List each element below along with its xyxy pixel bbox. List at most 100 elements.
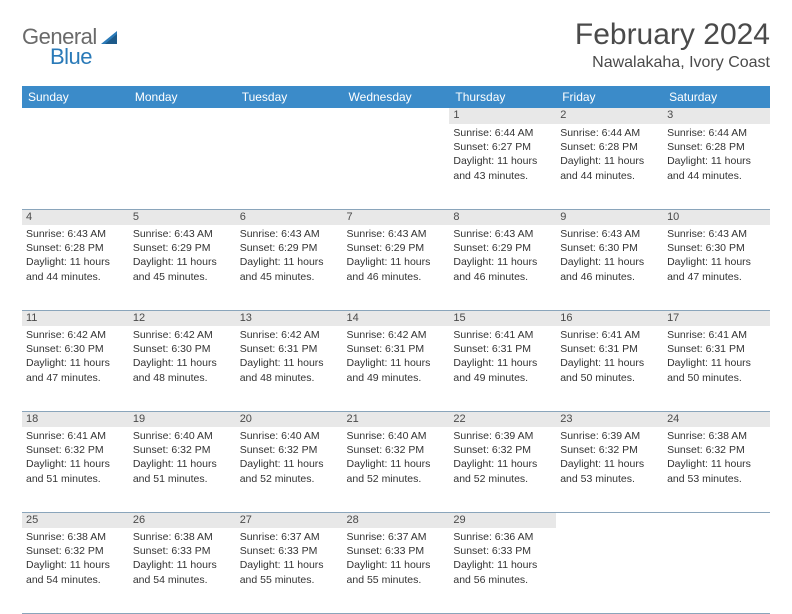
day-sr-text: Sunrise: 6:39 AM <box>453 429 552 443</box>
day-d2-text: and 44 minutes. <box>26 270 125 284</box>
day-info-row: Sunrise: 6:42 AMSunset: 6:30 PMDaylight:… <box>22 326 770 411</box>
day-d2-text: and 55 minutes. <box>347 573 446 587</box>
day-d1-text: Daylight: 11 hours <box>133 558 232 572</box>
day-number-cell <box>343 108 450 124</box>
day-sr-text: Sunrise: 6:43 AM <box>133 227 232 241</box>
day-info-cell: Sunrise: 6:43 AMSunset: 6:29 PMDaylight:… <box>449 225 556 310</box>
day-sr-text: Sunrise: 6:38 AM <box>133 530 232 544</box>
day-sr-text: Sunrise: 6:42 AM <box>347 328 446 342</box>
day-ss-text: Sunset: 6:29 PM <box>347 241 446 255</box>
day-number-cell: 23 <box>556 411 663 427</box>
day-d1-text: Daylight: 11 hours <box>26 558 125 572</box>
day-d1-text: Daylight: 11 hours <box>560 154 659 168</box>
day-number-cell: 9 <box>556 209 663 225</box>
day-d2-text: and 49 minutes. <box>347 371 446 385</box>
day-number-cell: 10 <box>663 209 770 225</box>
day-number-cell <box>129 108 236 124</box>
day-d1-text: Daylight: 11 hours <box>240 558 339 572</box>
day-info-row: Sunrise: 6:43 AMSunset: 6:28 PMDaylight:… <box>22 225 770 310</box>
weekday-header: Thursday <box>449 86 556 108</box>
day-info-cell <box>663 528 770 613</box>
day-d1-text: Daylight: 11 hours <box>347 255 446 269</box>
day-ss-text: Sunset: 6:27 PM <box>453 140 552 154</box>
day-ss-text: Sunset: 6:30 PM <box>560 241 659 255</box>
day-ss-text: Sunset: 6:29 PM <box>453 241 552 255</box>
day-sr-text: Sunrise: 6:40 AM <box>240 429 339 443</box>
day-sr-text: Sunrise: 6:43 AM <box>240 227 339 241</box>
day-number-cell: 11 <box>22 310 129 326</box>
day-number-cell: 12 <box>129 310 236 326</box>
logo-triangle-icon <box>101 28 121 49</box>
page-header: General February 2024 Nawalakaha, Ivory … <box>22 18 770 72</box>
month-title: February 2024 <box>575 18 770 52</box>
day-sr-text: Sunrise: 6:44 AM <box>667 126 766 140</box>
day-d1-text: Daylight: 11 hours <box>453 558 552 572</box>
day-info-cell: Sunrise: 6:38 AMSunset: 6:32 PMDaylight:… <box>663 427 770 512</box>
day-number-cell: 6 <box>236 209 343 225</box>
day-number-row: 45678910 <box>22 209 770 225</box>
day-number-cell: 18 <box>22 411 129 427</box>
day-info-cell: Sunrise: 6:43 AMSunset: 6:28 PMDaylight:… <box>22 225 129 310</box>
logo-text-blue: Blue <box>50 44 92 69</box>
title-block: February 2024 Nawalakaha, Ivory Coast <box>575 18 770 72</box>
weekday-header: Monday <box>129 86 236 108</box>
day-info-cell: Sunrise: 6:44 AMSunset: 6:28 PMDaylight:… <box>556 124 663 209</box>
day-d1-text: Daylight: 11 hours <box>560 255 659 269</box>
day-sr-text: Sunrise: 6:41 AM <box>26 429 125 443</box>
day-d1-text: Daylight: 11 hours <box>240 457 339 471</box>
day-info-cell: Sunrise: 6:43 AMSunset: 6:29 PMDaylight:… <box>129 225 236 310</box>
day-info-cell: Sunrise: 6:38 AMSunset: 6:32 PMDaylight:… <box>22 528 129 613</box>
day-d1-text: Daylight: 11 hours <box>347 457 446 471</box>
day-number-cell: 20 <box>236 411 343 427</box>
day-ss-text: Sunset: 6:31 PM <box>560 342 659 356</box>
day-info-cell <box>556 528 663 613</box>
day-info-cell <box>22 124 129 209</box>
day-ss-text: Sunset: 6:33 PM <box>347 544 446 558</box>
day-number-cell: 5 <box>129 209 236 225</box>
day-number-cell: 16 <box>556 310 663 326</box>
day-number-row: 11121314151617 <box>22 310 770 326</box>
day-info-cell: Sunrise: 6:36 AMSunset: 6:33 PMDaylight:… <box>449 528 556 613</box>
day-info-cell: Sunrise: 6:44 AMSunset: 6:27 PMDaylight:… <box>449 124 556 209</box>
day-d1-text: Daylight: 11 hours <box>560 457 659 471</box>
day-sr-text: Sunrise: 6:43 AM <box>667 227 766 241</box>
day-number-cell <box>663 512 770 528</box>
day-d2-text: and 45 minutes. <box>133 270 232 284</box>
day-number-cell <box>22 108 129 124</box>
day-d2-text: and 52 minutes. <box>453 472 552 486</box>
day-sr-text: Sunrise: 6:40 AM <box>133 429 232 443</box>
day-sr-text: Sunrise: 6:38 AM <box>26 530 125 544</box>
day-d2-text: and 56 minutes. <box>453 573 552 587</box>
day-number-cell: 7 <box>343 209 450 225</box>
day-d1-text: Daylight: 11 hours <box>26 356 125 370</box>
day-d1-text: Daylight: 11 hours <box>453 255 552 269</box>
day-d1-text: Daylight: 11 hours <box>26 255 125 269</box>
day-sr-text: Sunrise: 6:41 AM <box>667 328 766 342</box>
day-number-cell: 21 <box>343 411 450 427</box>
day-d2-text: and 54 minutes. <box>133 573 232 587</box>
day-sr-text: Sunrise: 6:42 AM <box>26 328 125 342</box>
day-d2-text: and 44 minutes. <box>560 169 659 183</box>
day-d2-text: and 43 minutes. <box>453 169 552 183</box>
day-d2-text: and 50 minutes. <box>667 371 766 385</box>
day-info-cell: Sunrise: 6:43 AMSunset: 6:29 PMDaylight:… <box>236 225 343 310</box>
day-d1-text: Daylight: 11 hours <box>667 255 766 269</box>
day-sr-text: Sunrise: 6:41 AM <box>453 328 552 342</box>
day-number-cell: 28 <box>343 512 450 528</box>
weekday-header: Sunday <box>22 86 129 108</box>
day-number-cell: 1 <box>449 108 556 124</box>
day-d1-text: Daylight: 11 hours <box>240 356 339 370</box>
day-sr-text: Sunrise: 6:42 AM <box>133 328 232 342</box>
day-number-cell: 26 <box>129 512 236 528</box>
day-ss-text: Sunset: 6:28 PM <box>667 140 766 154</box>
day-sr-text: Sunrise: 6:39 AM <box>560 429 659 443</box>
day-d2-text: and 44 minutes. <box>667 169 766 183</box>
day-sr-text: Sunrise: 6:43 AM <box>347 227 446 241</box>
day-sr-text: Sunrise: 6:43 AM <box>26 227 125 241</box>
day-info-cell: Sunrise: 6:37 AMSunset: 6:33 PMDaylight:… <box>343 528 450 613</box>
day-d1-text: Daylight: 11 hours <box>453 154 552 168</box>
day-info-cell: Sunrise: 6:43 AMSunset: 6:29 PMDaylight:… <box>343 225 450 310</box>
day-ss-text: Sunset: 6:32 PM <box>26 544 125 558</box>
weekday-header: Friday <box>556 86 663 108</box>
day-ss-text: Sunset: 6:31 PM <box>240 342 339 356</box>
